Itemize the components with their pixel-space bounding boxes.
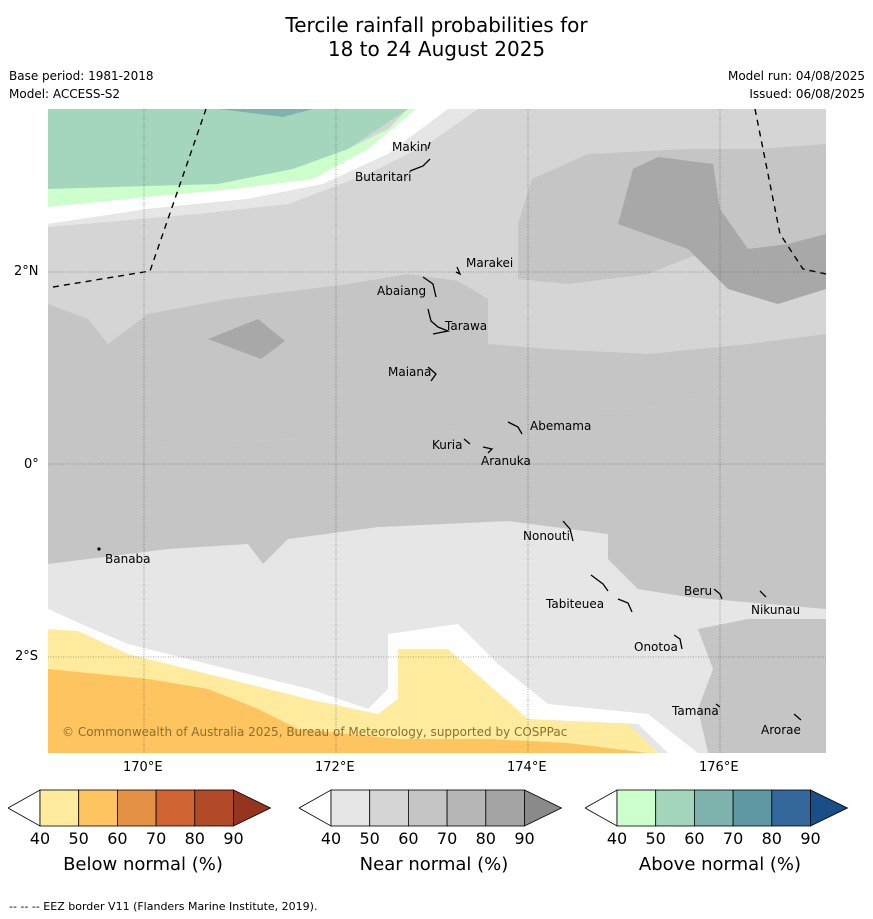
colorbar-tick-label: 60 bbox=[398, 829, 419, 848]
above-normal-label: Above normal (%) bbox=[638, 854, 802, 875]
above-normal-60-patch bbox=[218, 109, 313, 117]
colorbar-arrow-low bbox=[585, 789, 618, 827]
place-label: Beru bbox=[684, 584, 712, 598]
near-normal-60-south-region bbox=[48, 384, 826, 609]
place-label: Kuria bbox=[432, 438, 463, 452]
north-near-normal-40-band bbox=[48, 109, 478, 227]
place-label: Tarawa bbox=[444, 319, 487, 333]
colorbar-tick-label: 90 bbox=[514, 829, 535, 848]
below-normal-50-region bbox=[48, 669, 648, 753]
above-normal-40-band bbox=[48, 109, 416, 207]
north-neutral-gap bbox=[48, 109, 448, 224]
colorbar-tick-label: 80 bbox=[184, 829, 205, 848]
place-labels: Makin Butaritari Marakei Abaiang Tarawa … bbox=[105, 140, 801, 737]
colorbar-segment bbox=[117, 789, 157, 827]
colorbar-segment bbox=[771, 789, 811, 827]
place-label: Onotoa bbox=[634, 640, 678, 654]
colorbar-tick-label: 80 bbox=[475, 829, 496, 848]
colorbar-segment bbox=[655, 789, 695, 827]
place-label: Arorae bbox=[761, 723, 801, 737]
colorbar-segment bbox=[485, 789, 525, 827]
eez-border-west bbox=[52, 109, 207, 288]
colorbar-tick-label: 60 bbox=[107, 829, 128, 848]
eez-border-east bbox=[754, 109, 826, 275]
issued-date: Issued: 06/08/2025 bbox=[749, 87, 865, 101]
place-label: Banaba bbox=[105, 552, 151, 566]
lat-tick-label: 0° bbox=[24, 457, 39, 472]
lon-tick-label: 170°E bbox=[123, 760, 163, 775]
colorbar-segment bbox=[155, 789, 196, 827]
colorbar-segment bbox=[732, 789, 773, 827]
colorbar-tick-label: 50 bbox=[359, 829, 380, 848]
above-normal-colorbar bbox=[585, 789, 849, 827]
colorbar-segment bbox=[369, 789, 409, 827]
title-line-2: 18 to 24 August 2025 bbox=[327, 37, 546, 61]
colorbar-tick-label: 60 bbox=[684, 829, 705, 848]
place-label: Abemama bbox=[530, 419, 591, 433]
title-line-1: Tercile rainfall probabilities for bbox=[285, 13, 588, 37]
colorbar-tick-label: 40 bbox=[320, 829, 342, 848]
place-label: Nonouti bbox=[523, 529, 570, 543]
colorbar-segment bbox=[39, 789, 80, 827]
rainfall-map: Makin Butaritari Marakei Abaiang Tarawa … bbox=[48, 109, 826, 753]
colorbar-tick-label: 80 bbox=[761, 829, 782, 848]
model-name: Model: ACCESS-S2 bbox=[9, 87, 121, 101]
base-period: Base period: 1981-2018 bbox=[9, 69, 154, 83]
colorbar-tick-label: 70 bbox=[436, 829, 458, 848]
near-normal-70-west-patch bbox=[208, 319, 285, 359]
near-normal-60-southeast-region bbox=[698, 619, 826, 753]
model-run: Model run: 04/08/2025 bbox=[727, 69, 865, 83]
place-label: Makin bbox=[392, 140, 428, 154]
colorbar-segment bbox=[194, 789, 234, 827]
near-normal-label: Near normal (%) bbox=[359, 854, 509, 875]
place-label: Nikunau bbox=[751, 603, 800, 617]
colorbar-segment bbox=[78, 789, 118, 827]
place-label: Tabiteuea bbox=[545, 597, 604, 611]
near-normal-60-region bbox=[48, 274, 826, 471]
copyright-notice: © Commonwealth of Australia 2025, Bureau… bbox=[62, 725, 567, 739]
near-normal-70-northeast-patch bbox=[618, 157, 826, 304]
place-label: Marakei bbox=[466, 256, 513, 270]
colorbar-arrow-high bbox=[524, 789, 563, 827]
below-normal-colorbar bbox=[8, 789, 272, 827]
lat-tick-label: 2°N bbox=[14, 264, 39, 279]
place-label: Tamana bbox=[671, 704, 719, 718]
below-normal-label: Below normal (%) bbox=[63, 854, 223, 875]
colorbar-arrow-low bbox=[8, 789, 41, 827]
colorbar-tick-label: 70 bbox=[145, 829, 167, 848]
eez-footnote: -- -- -- EEZ border V11 (Flanders Marine… bbox=[9, 900, 318, 913]
colorbar-segment bbox=[616, 789, 657, 827]
colorbar-arrow-low bbox=[299, 789, 332, 827]
colorbar-segment bbox=[694, 789, 734, 827]
colorbar-tick-label: 50 bbox=[645, 829, 666, 848]
above-normal-50-region bbox=[48, 109, 408, 204]
graticule bbox=[48, 109, 826, 753]
colorbar-segment bbox=[408, 789, 448, 827]
lon-tick-label: 174°E bbox=[507, 760, 547, 775]
place-label: Aranuka bbox=[481, 454, 531, 468]
island-outlines bbox=[97, 141, 802, 721]
colorbar-tick-label: 50 bbox=[68, 829, 89, 848]
near-normal-colorbar bbox=[299, 789, 563, 827]
colorbar-segment bbox=[446, 789, 487, 827]
lon-tick-label: 172°E bbox=[315, 760, 355, 775]
colorbar-tick-label: 90 bbox=[223, 829, 244, 848]
lon-tick-label: 176°E bbox=[699, 760, 739, 775]
colorbar-tick-label: 40 bbox=[29, 829, 51, 848]
place-label: Maiana bbox=[388, 365, 431, 379]
colorbar-arrow-high bbox=[233, 789, 272, 827]
south-neutral-gap bbox=[48, 609, 698, 753]
place-label: Abaiang bbox=[377, 284, 426, 298]
colorbar-tick-label: 90 bbox=[800, 829, 821, 848]
colorbar-tick-label: 70 bbox=[722, 829, 744, 848]
colorbar-tick-label: 40 bbox=[606, 829, 628, 848]
colorbar-segment bbox=[330, 789, 371, 827]
place-label: Butaritari bbox=[355, 170, 412, 184]
lat-tick-label: 2°S bbox=[15, 649, 39, 664]
colorbar-arrow-high bbox=[810, 789, 849, 827]
